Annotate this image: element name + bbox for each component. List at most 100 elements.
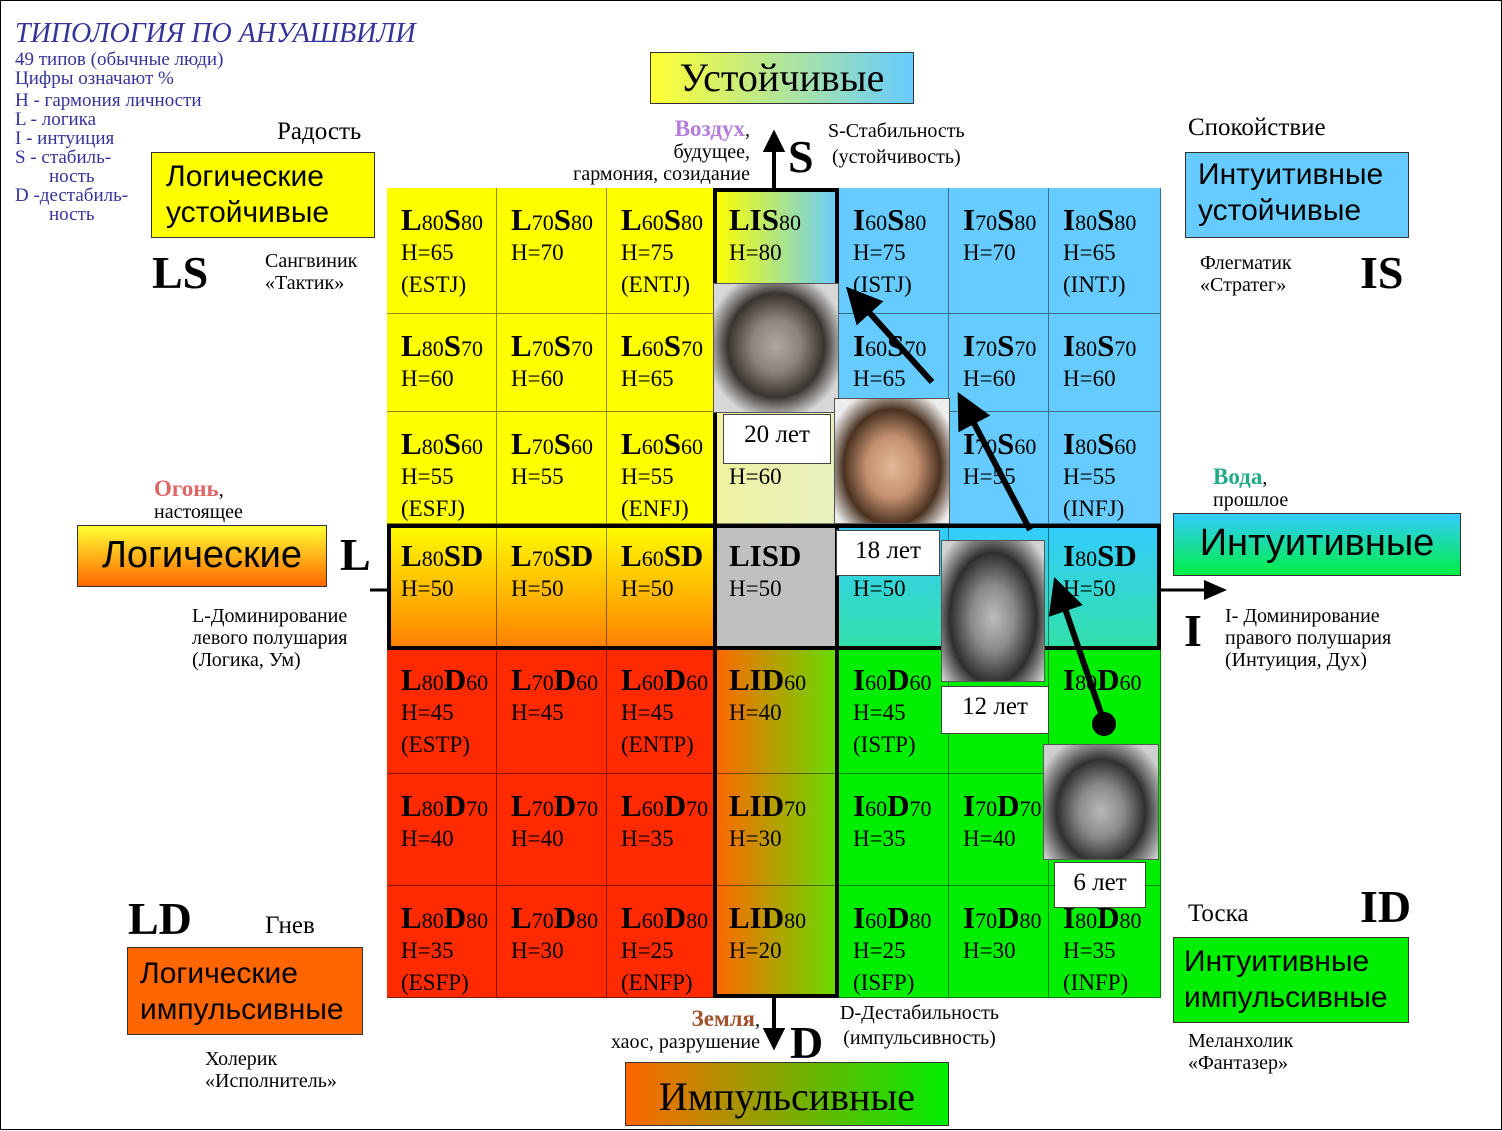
- type-cell: LID60 H=40: [715, 648, 839, 774]
- type-code: L70SD: [511, 538, 593, 574]
- type-code-percent: 60: [680, 434, 703, 459]
- harmony-value: H=35: [853, 826, 906, 851]
- type-code-letter: L: [401, 202, 422, 237]
- element-water-name: Вода: [1213, 464, 1263, 489]
- harmony-value: H=65: [621, 366, 674, 391]
- harmony-value: H=40: [511, 826, 564, 851]
- harmony-value: H=30: [963, 938, 1016, 963]
- type-code: L80S60: [401, 426, 483, 462]
- harmony-value: H=60: [963, 366, 1016, 391]
- type-code-percent: 80: [1014, 210, 1037, 235]
- type-code-letter: L: [511, 538, 532, 573]
- type-code-percent: 70: [686, 796, 709, 821]
- harmony-value: H=45: [853, 700, 906, 725]
- type-cell: I60D70 H=35: [839, 774, 949, 886]
- type-code-letter: D: [887, 662, 910, 697]
- type-cell: L70S70 H=60: [497, 314, 607, 412]
- type-code-letter: LID: [729, 788, 785, 823]
- header-bottom: Импульсивные: [625, 1062, 949, 1126]
- type-cell: L80SD H=50: [387, 524, 497, 648]
- type-code-percent: 80: [1075, 336, 1098, 361]
- type-cell: L80D80 H=35 (ESFP): [387, 886, 497, 998]
- type-code-percent: 60: [865, 670, 888, 695]
- type-code-letter: D: [1097, 900, 1120, 935]
- type-code-letter: L: [401, 788, 422, 823]
- type-cell: L80D60 H=45 (ESTP): [387, 648, 497, 774]
- type-cell: L80D70 H=40: [387, 774, 497, 886]
- harmony-value: H=55: [621, 464, 674, 489]
- element-earth-line: хаос, разрушение: [610, 1031, 760, 1053]
- type-code: I60S80: [853, 202, 926, 238]
- type-cell: LID70 H=30: [715, 774, 839, 886]
- corner-id-line: импульсивные: [1184, 981, 1388, 1014]
- temper-line: Холерик: [205, 1048, 278, 1070]
- type-code-percent: 60: [576, 670, 599, 695]
- temper-line: «Стратег»: [1200, 274, 1287, 296]
- element-earth: Земля, хаос, разрушение: [560, 1007, 760, 1053]
- type-code-letter: I: [1063, 202, 1076, 237]
- element-air-line: будущее,: [673, 141, 750, 163]
- type-code: L80D80: [401, 900, 488, 936]
- type-code-letter: S: [887, 202, 905, 237]
- type-code-percent: 60: [909, 670, 932, 695]
- type-code-letter: S: [663, 328, 681, 363]
- type-code-percent: 60: [641, 434, 664, 459]
- type-code: LID60: [729, 662, 806, 698]
- legend-line: D -дестабиль-: [15, 185, 129, 206]
- type-code-percent: 70: [1019, 796, 1042, 821]
- type-code-percent: 70: [531, 796, 554, 821]
- type-code-letter: D: [663, 662, 687, 697]
- type-cell: L60S70 H=65: [607, 314, 715, 412]
- axis-s-desc: S-Стабильность (устойчивость): [828, 120, 965, 168]
- type-cell: I70D70 H=40: [949, 774, 1049, 886]
- corner-id-line: Интуитивные: [1184, 945, 1370, 978]
- type-code-percent: 60: [641, 336, 664, 361]
- photo-age-18: [834, 398, 950, 524]
- type-code-letter: I: [963, 328, 976, 363]
- type-code-percent: 80: [784, 908, 807, 933]
- harmony-value: H=45: [401, 700, 454, 725]
- type-cell: I70S70 H=60: [949, 314, 1049, 412]
- corner-is-emotion: Спокойствие: [1188, 114, 1326, 141]
- mbti-type: (ESTJ): [401, 272, 467, 297]
- type-code-letter: SD: [1097, 538, 1137, 573]
- axis-l-letter: L: [340, 529, 371, 580]
- type-code-percent: 80: [421, 670, 444, 695]
- type-code-letter: S: [553, 328, 571, 363]
- harmony-value: H=30: [729, 826, 782, 851]
- type-code-percent: 80: [1075, 434, 1098, 459]
- type-cell: I70D80 H=30: [949, 886, 1049, 998]
- type-code-percent: 60: [865, 908, 888, 933]
- type-code: I60D70: [853, 788, 931, 824]
- type-code: L70S80: [511, 202, 593, 238]
- type-code-letter: I: [1063, 538, 1076, 573]
- type-code-letter: I: [853, 202, 866, 237]
- type-code-percent: 70: [1014, 336, 1037, 361]
- mbti-type: (INFP): [1063, 970, 1129, 995]
- type-code-letter: L: [511, 202, 532, 237]
- type-cell: LISD H=50: [715, 524, 839, 648]
- type-cell: I80S60 H=55 (INFJ): [1049, 412, 1161, 524]
- type-cell: I70S80 H=70: [949, 188, 1049, 314]
- type-code-percent: 80: [421, 336, 444, 361]
- type-code-letter: I: [963, 202, 976, 237]
- header-top: Устойчивые: [650, 52, 914, 104]
- type-code: I70D80: [963, 900, 1041, 936]
- type-code-letter: I: [853, 662, 866, 697]
- harmony-value: H=70: [511, 240, 564, 265]
- type-code-percent: 70: [466, 796, 489, 821]
- type-code-letter: L: [621, 900, 642, 935]
- type-code-letter: L: [621, 662, 642, 697]
- axis-desc-line: (Логика, Ум): [192, 649, 301, 671]
- type-cell: L80S80 H=65 (ESTJ): [387, 188, 497, 314]
- corner-ld-temper: Холерик «Исполнитель»: [205, 1048, 337, 1092]
- type-cell: LID80 H=20: [715, 886, 839, 998]
- type-code: L60D80: [621, 900, 708, 936]
- type-cell: L80S70 H=60: [387, 314, 497, 412]
- temper-line: «Исполнитель»: [205, 1070, 337, 1092]
- type-code-letter: I: [963, 900, 976, 935]
- type-code-percent: 70: [531, 908, 554, 933]
- type-code: L70D80: [511, 900, 598, 936]
